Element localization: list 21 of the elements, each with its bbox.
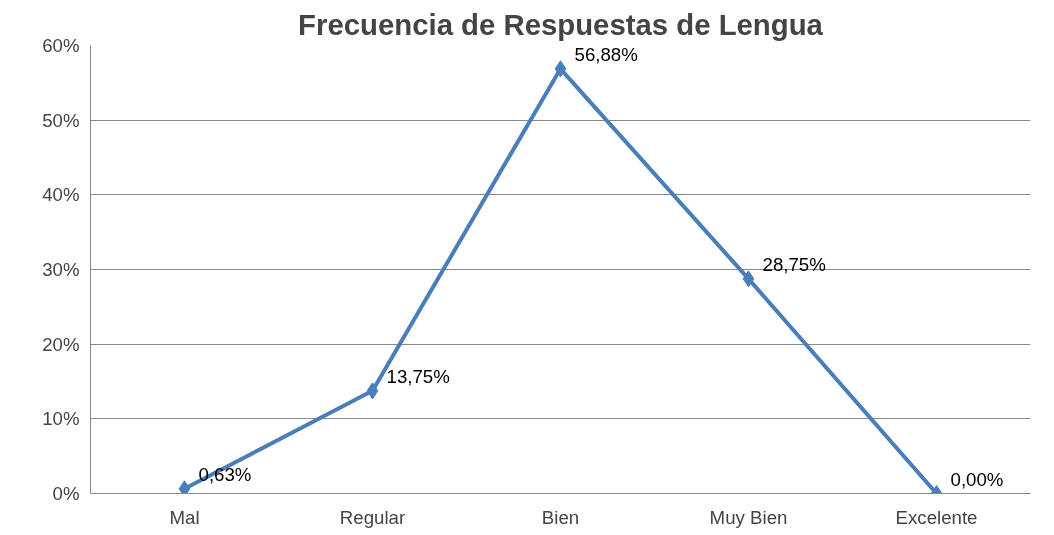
x-tick-label: Excelente: [895, 506, 978, 528]
data-label: 56,88%: [574, 43, 638, 65]
y-tick-label: 60%: [42, 35, 80, 56]
point: [366, 382, 379, 400]
y-tick-label: 0%: [52, 483, 80, 504]
y-tick-label: 40%: [42, 184, 80, 206]
x-tick-label: Muy Bien: [709, 506, 788, 528]
point: [178, 480, 191, 494]
point: [742, 270, 755, 288]
point: [554, 60, 567, 78]
y-tick-label: 10%: [42, 408, 80, 430]
y-tick-label: 30%: [42, 259, 80, 280]
data-label: 28,75%: [762, 253, 826, 275]
y-tick-label: 20%: [42, 333, 80, 355]
x-tick-label: Mal: [169, 506, 200, 528]
data-label: 13,75%: [386, 365, 450, 387]
chart-title: Frecuencia de Respuestas de Lengua: [298, 7, 824, 41]
y-tick-label: 50%: [42, 109, 80, 131]
data-label: 0,00%: [950, 468, 1004, 490]
x-tick-label: Bien: [541, 506, 580, 528]
x-tick-label: Regular: [339, 506, 406, 528]
